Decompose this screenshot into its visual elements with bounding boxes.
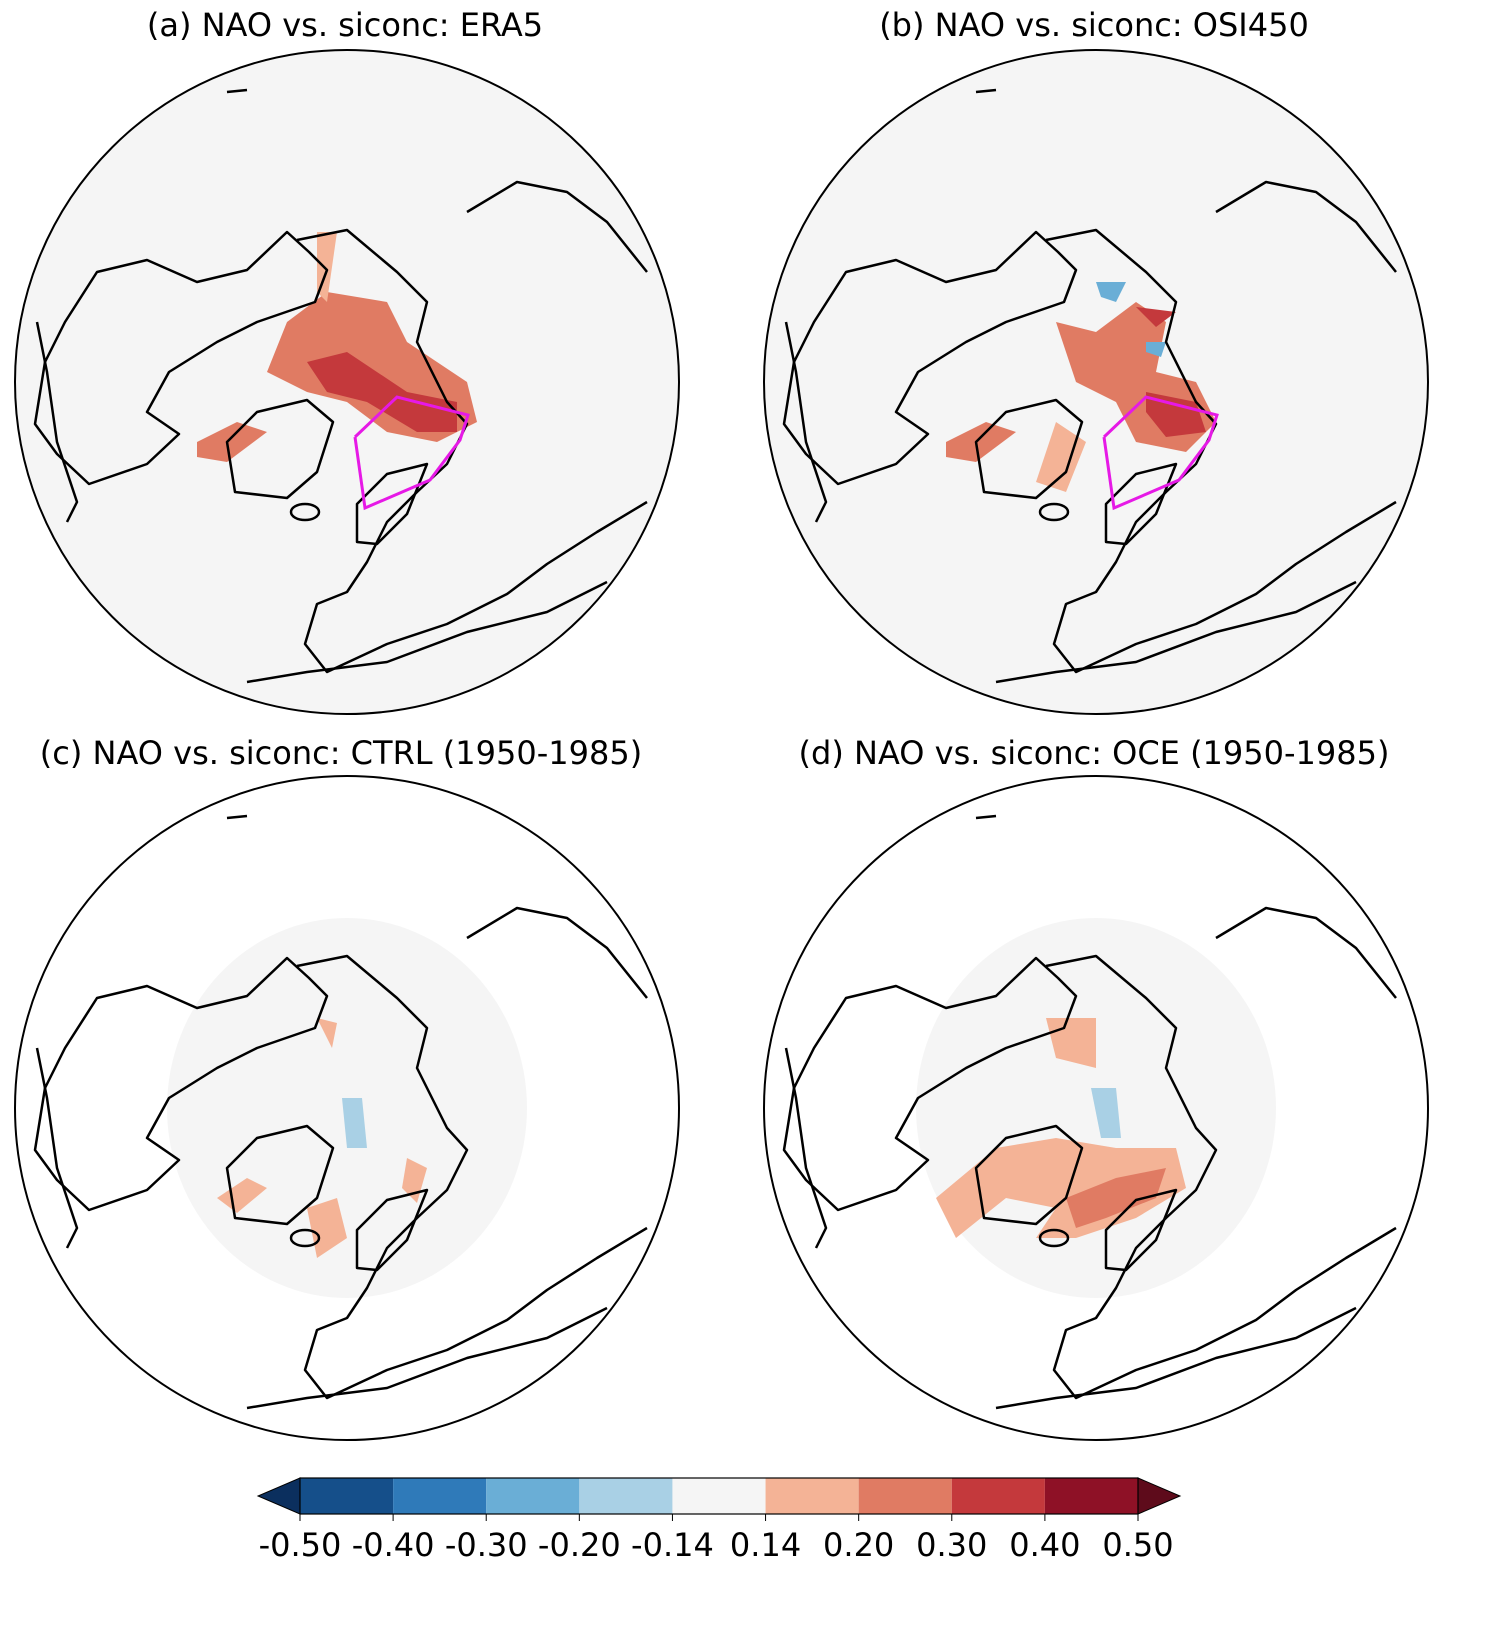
colorbar-under [256,1477,301,1515]
map-content [33,814,649,1410]
colorbar-tick-label: -0.14 [631,1526,714,1564]
contour-fill [1066,1168,1166,1228]
colorbar-tick-label: 0.50 [1102,1526,1173,1564]
map [14,775,680,1441]
colorbar-tick-label: -0.50 [259,1526,342,1564]
colorbar-tick-label: -0.40 [352,1526,435,1564]
contour-fill [217,1018,427,1258]
colorbar-tick-label: 0.14 [730,1526,801,1564]
contour-fill [1096,282,1166,357]
region-box [353,395,470,511]
colorbar-tick-label: -0.30 [445,1526,528,1564]
colorbar-bin [858,1478,952,1514]
contour-fill [946,422,1016,462]
panels: (a) NAO vs. siconc: ERA5 (b) NAO vs. sico… [14,6,1429,1441]
colorbar-bin [393,1478,487,1514]
map-boundary [763,49,1429,715]
map-boundary [14,49,680,715]
colorbar-bin [765,1478,859,1514]
region-box [1102,395,1219,511]
colorbar-bin [579,1478,673,1514]
contour-fill [342,1098,367,1148]
contour-fill [197,422,267,462]
map-boundary [763,775,1429,1441]
colorbar-tick-label: -0.20 [538,1526,621,1564]
contour-fill [1036,422,1086,492]
colorbar-bin [1044,1478,1138,1514]
colorbar-over [1137,1477,1182,1515]
colorbar-tick-label: 0.30 [916,1526,987,1564]
panel-title: (b) NAO vs. siconc: OSI450 [879,6,1309,44]
map-content [782,88,1398,684]
map [14,49,680,715]
map-content [782,814,1398,1410]
contour-fill [1136,307,1206,437]
map [763,775,1429,1441]
panel-title: (a) NAO vs. siconc: ERA5 [147,6,543,44]
colorbar-bin [486,1478,580,1514]
map-boundary [14,775,680,1441]
contour-fill [307,352,457,432]
colorbar-bin [300,1478,394,1514]
panel-title: (c) NAO vs. siconc: CTRL (1950-1985) [40,734,642,772]
colorbar-bin [672,1478,766,1514]
panel-title: (d) NAO vs. siconc: OCE (1950-1985) [799,734,1390,772]
colorbar-frame [299,1477,1139,1515]
colorbar-tick-label: 0.20 [823,1526,894,1564]
colorbar: -0.50 -0.40 -0.30 -0.20 -0.14 0.14 0.20 0.30 0.4… [256,1477,1182,1564]
contour-fill [1091,1088,1121,1138]
colorbar-tick-label: 0.40 [1009,1526,1080,1564]
map [763,49,1429,715]
colorbar-bin [951,1478,1045,1514]
